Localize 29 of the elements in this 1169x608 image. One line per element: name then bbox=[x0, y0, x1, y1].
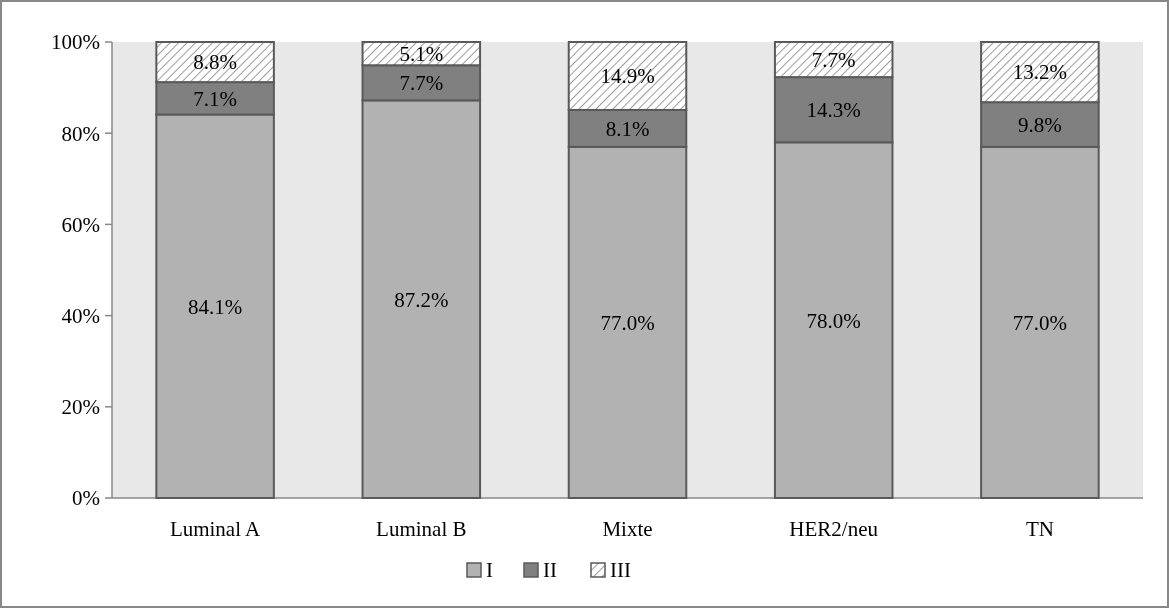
data-label: 84.1% bbox=[187, 294, 243, 319]
x-tick-label: Mixte bbox=[602, 517, 653, 541]
data-label: 87.2% bbox=[394, 287, 449, 312]
x-tick-label: Luminal B bbox=[376, 517, 467, 541]
x-tick-label: TN bbox=[1025, 517, 1054, 541]
x-tick-label: HER2/neu bbox=[789, 517, 879, 541]
y-tick-label: 40% bbox=[61, 303, 100, 328]
data-label: 77.0% bbox=[1012, 310, 1068, 335]
data-label: 7.7% bbox=[399, 71, 444, 96]
legend-label: I bbox=[486, 558, 493, 583]
x-tick-label: Luminal A bbox=[169, 517, 262, 541]
data-label: 14.3% bbox=[806, 98, 861, 123]
y-tick-label: 0% bbox=[72, 486, 100, 511]
data-label: 5.1% bbox=[399, 41, 444, 66]
y-tick-label: 80% bbox=[61, 121, 100, 146]
y-tick-label: 100% bbox=[51, 30, 100, 55]
data-label: 8.8% bbox=[193, 50, 237, 75]
legend-label: II bbox=[543, 558, 557, 583]
data-label: 14.9% bbox=[600, 64, 655, 89]
data-label: 9.8% bbox=[1018, 112, 1062, 137]
legend-label: III bbox=[610, 558, 631, 583]
y-tick-label: 60% bbox=[61, 212, 100, 237]
data-label: 77.0% bbox=[600, 310, 655, 335]
data-label: 13.2% bbox=[1012, 60, 1068, 85]
data-label: 78.0% bbox=[806, 308, 861, 333]
data-label: 7.7% bbox=[811, 47, 856, 72]
data-label: 8.1% bbox=[605, 116, 650, 141]
data-label: 7.1% bbox=[193, 86, 237, 111]
y-tick-label: 20% bbox=[61, 395, 100, 420]
